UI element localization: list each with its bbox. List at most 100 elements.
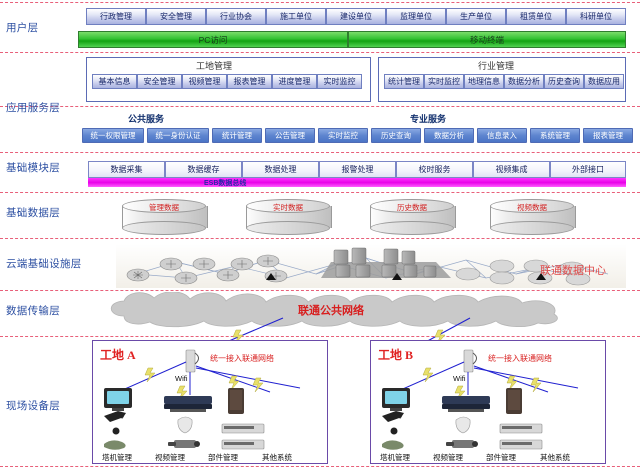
- site-b-device-label-3: 其他系统: [540, 453, 570, 462]
- user-role-8[interactable]: 科研单位: [566, 8, 626, 25]
- datastore-label: 实时数据: [273, 202, 303, 212]
- cylinder-top: [122, 199, 206, 213]
- industry-item-4[interactable]: 历史查询: [544, 74, 584, 89]
- access-pc-label: PC访问: [198, 34, 228, 45]
- separator-data-cloud: [0, 238, 640, 239]
- industry-item-label: 统计管理: [388, 77, 420, 86]
- service-btn-label: 统一权限管理: [90, 131, 136, 140]
- datastore-label: 管理数据: [149, 202, 179, 212]
- service-btn-2[interactable]: 统计管理: [212, 128, 262, 143]
- access-mobile[interactable]: 移动终端: [348, 31, 626, 48]
- user-role-label: 行业协会: [220, 12, 252, 21]
- separator-user-app: [0, 52, 640, 53]
- industry-item-1[interactable]: 实时监控: [424, 74, 464, 89]
- site-item-0[interactable]: 基本信息: [92, 74, 137, 89]
- site-a-device-label-1: 视频管理: [155, 453, 185, 462]
- site-item-4[interactable]: 进度管理: [272, 74, 317, 89]
- module-0[interactable]: 数据采集: [88, 161, 165, 178]
- service-group-title-public: 公共服务: [128, 114, 165, 124]
- service-btn-9[interactable]: 报表管理: [583, 128, 633, 143]
- panel-title-site-management: 工地管理: [196, 61, 233, 71]
- site-item-label: 报表管理: [233, 77, 266, 86]
- industry-item-label: 实时监控: [428, 77, 460, 86]
- industry-item-label: 历史查询: [548, 77, 580, 86]
- service-group-title-professional: 专业服务: [410, 114, 447, 124]
- service-btn-7[interactable]: 信息录入: [477, 128, 527, 143]
- site-item-label: 视频管理: [188, 77, 221, 86]
- module-6[interactable]: 外部接口: [550, 161, 626, 178]
- access-mobile-label: 移动终端: [469, 34, 504, 45]
- service-btn-5[interactable]: 历史查询: [371, 128, 421, 143]
- cylinder-bottom: [122, 221, 206, 235]
- datacenter-label: 联通数据中心: [540, 265, 606, 277]
- network-topology-graphic: [116, 244, 626, 288]
- site-item-label: 基本信息: [98, 77, 131, 86]
- user-role-3[interactable]: 施工单位: [266, 8, 326, 25]
- separator-module-data: [0, 192, 640, 193]
- service-btn-6[interactable]: 数据分析: [424, 128, 474, 143]
- user-role-label: 安全管理: [160, 12, 192, 21]
- datastore-video[interactable]: 视频数据: [490, 199, 576, 235]
- user-role-label: 生产单位: [460, 12, 492, 21]
- user-role-1[interactable]: 安全管理: [146, 8, 206, 25]
- service-btn-4[interactable]: 实时监控: [318, 128, 368, 143]
- layer-label-cloud: 云端基础设施层: [6, 259, 82, 270]
- service-btn-label: 数据分析: [434, 131, 464, 140]
- service-btn-label: 历史查询: [381, 131, 411, 140]
- module-label: 视频集成: [495, 165, 528, 174]
- industry-item-0[interactable]: 统计管理: [384, 74, 424, 89]
- datastore-label: 视频数据: [517, 202, 547, 212]
- site-b-device-label-2: 部件管理: [486, 453, 516, 462]
- site-b-wifi-label: Wifi: [453, 374, 466, 383]
- cylinder-top: [246, 199, 330, 213]
- user-role-label: 行政管理: [100, 12, 132, 21]
- industry-item-3[interactable]: 数据分析: [504, 74, 544, 89]
- site-b-device-label-0: 塔机管理: [380, 453, 410, 462]
- service-btn-label: 报表管理: [593, 131, 623, 140]
- site-item-5[interactable]: 实时监控: [317, 74, 362, 89]
- separator-bottom: [0, 466, 640, 467]
- user-role-2[interactable]: 行业协会: [206, 8, 266, 25]
- site-item-2[interactable]: 视频管理: [182, 74, 227, 89]
- module-3[interactable]: 报警处理: [319, 161, 396, 178]
- module-5[interactable]: 视频集成: [473, 161, 550, 178]
- industry-item-5[interactable]: 数据应用: [584, 74, 624, 89]
- public-network-label: 联通公共网络: [298, 305, 364, 317]
- site-a-access-note: 统一接入联通网络: [210, 354, 274, 363]
- service-btn-8[interactable]: 系统管理: [530, 128, 580, 143]
- layer-label-data: 基础数据层: [6, 208, 60, 219]
- cylinder-top: [370, 199, 454, 213]
- service-btn-3[interactable]: 公告管理: [265, 128, 315, 143]
- access-pc[interactable]: PC访问: [78, 31, 348, 48]
- site-b-access-note: 统一接入联通网络: [488, 354, 552, 363]
- layer-label-app: 应用服务层: [6, 103, 60, 114]
- user-role-label: 施工单位: [280, 12, 312, 21]
- esb-data-bus: ESB数据总线: [88, 178, 626, 187]
- module-label: 校时服务: [418, 165, 451, 174]
- user-role-4[interactable]: 建设单位: [326, 8, 386, 25]
- user-role-5[interactable]: 监理单位: [386, 8, 446, 25]
- datastore-history[interactable]: 历史数据: [370, 199, 456, 235]
- cylinder-bottom: [490, 221, 574, 235]
- cylinder-bottom: [370, 221, 454, 235]
- service-btn-0[interactable]: 统一权限管理: [82, 128, 144, 143]
- service-btn-label: 统一身份认证: [155, 131, 201, 140]
- module-4[interactable]: 校时服务: [396, 161, 473, 178]
- service-btn-1[interactable]: 统一身份认证: [147, 128, 209, 143]
- user-role-0[interactable]: 行政管理: [86, 8, 146, 25]
- industry-item-2[interactable]: 地理信息: [464, 74, 504, 89]
- module-label: 数据采集: [110, 165, 143, 174]
- site-item-3[interactable]: 报表管理: [227, 74, 272, 89]
- separator-cloud-transport: [0, 290, 640, 291]
- user-role-label: 建设单位: [340, 12, 372, 21]
- cylinder-bottom: [246, 221, 330, 235]
- module-label: 数据处理: [264, 165, 297, 174]
- module-2[interactable]: 数据处理: [242, 161, 319, 178]
- site-a-name: 工地 A: [100, 348, 136, 362]
- datastore-realtime[interactable]: 实时数据: [246, 199, 332, 235]
- user-role-6[interactable]: 生产单位: [446, 8, 506, 25]
- site-item-1[interactable]: 安全管理: [137, 74, 182, 89]
- datastore-management[interactable]: 管理数据: [122, 199, 208, 235]
- module-1[interactable]: 数据缓存: [165, 161, 242, 178]
- user-role-7[interactable]: 租赁单位: [506, 8, 566, 25]
